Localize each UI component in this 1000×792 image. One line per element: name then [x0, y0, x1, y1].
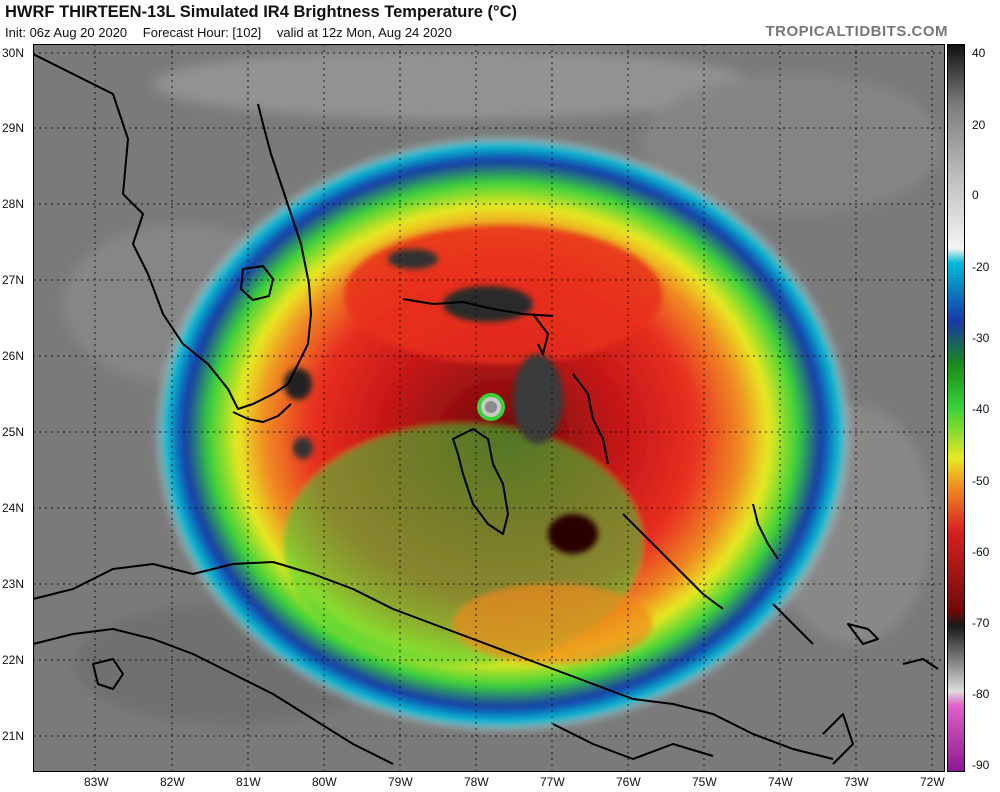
map-title: HWRF THIRTEEN-13L Simulated IR4 Brightne…	[5, 3, 518, 21]
haiti-coast	[822, 713, 854, 765]
lon-label: 76W	[616, 775, 641, 789]
storm-cloud-shield	[153, 134, 853, 734]
map-subtitle: Init: 06z Aug 20 2020 Forecast Hour: [10…	[5, 25, 464, 40]
exuma-chain	[622, 513, 724, 610]
lon-label: 78W	[464, 775, 489, 789]
lat-label: 30N	[2, 46, 25, 60]
lon-label: 82W	[160, 775, 185, 789]
eleuthera	[572, 373, 609, 465]
lat-label: 22N	[2, 653, 25, 667]
temperature-colorbar	[947, 44, 965, 772]
colorbar-tick: -40	[972, 402, 990, 416]
lon-label: 73W	[844, 775, 869, 789]
florida-coast	[33, 53, 312, 410]
cuba-coast	[33, 561, 834, 760]
lat-label: 28N	[2, 197, 25, 211]
graticule	[33, 44, 945, 772]
lat-label: 21N	[2, 729, 25, 743]
colorbar-tick: 0	[972, 188, 979, 202]
lat-label: 25N	[2, 425, 25, 439]
lon-label: 83W	[84, 775, 109, 789]
lat-label: 24N	[2, 501, 25, 515]
acklins	[772, 603, 814, 645]
lon-label: 80W	[312, 775, 337, 789]
colorbar-tick: -20	[972, 260, 990, 274]
inagua	[847, 623, 879, 645]
colorbar-tick: -30	[972, 331, 990, 345]
lat-label: 27N	[2, 273, 25, 287]
colorbar-tick: -60	[972, 545, 990, 559]
valid-time: valid at 12z Mon, Aug 24 2020	[276, 25, 452, 40]
forecast-hour: Forecast Hour: [102]	[142, 25, 262, 40]
florida-keys	[232, 403, 292, 423]
isle-of-youth	[92, 658, 124, 690]
lon-label: 72W	[920, 775, 945, 789]
colorbar-tick: -80	[972, 687, 990, 701]
coastlines	[33, 53, 939, 765]
storm-eye	[477, 393, 505, 421]
lon-label: 74W	[768, 775, 793, 789]
lon-label: 75W	[692, 775, 717, 789]
init-time: Init: 06z Aug 20 2020	[5, 25, 128, 40]
grand-bahama	[402, 298, 554, 317]
lake-okeechobee	[240, 265, 274, 301]
site-brand: TROPICALTIDBITS.COM	[765, 23, 948, 40]
lat-label: 29N	[2, 121, 25, 135]
lat-label: 23N	[2, 577, 25, 591]
lon-label: 77W	[540, 775, 565, 789]
turks-caicos	[902, 658, 939, 670]
long-island	[752, 503, 779, 560]
abaco	[532, 313, 549, 355]
andros-island	[452, 428, 509, 535]
colorbar-tick: -70	[972, 616, 990, 630]
satellite-map	[33, 44, 945, 772]
lat-label: 26N	[2, 349, 25, 363]
colorbar-tick: -50	[972, 474, 990, 488]
lon-label: 81W	[236, 775, 261, 789]
colorbar-tick: -90	[972, 758, 990, 772]
lon-label: 79W	[388, 775, 413, 789]
colorbar-tick: 20	[972, 118, 986, 132]
cuba-south-coast	[33, 628, 714, 765]
colorbar-tick: 40	[972, 46, 986, 60]
